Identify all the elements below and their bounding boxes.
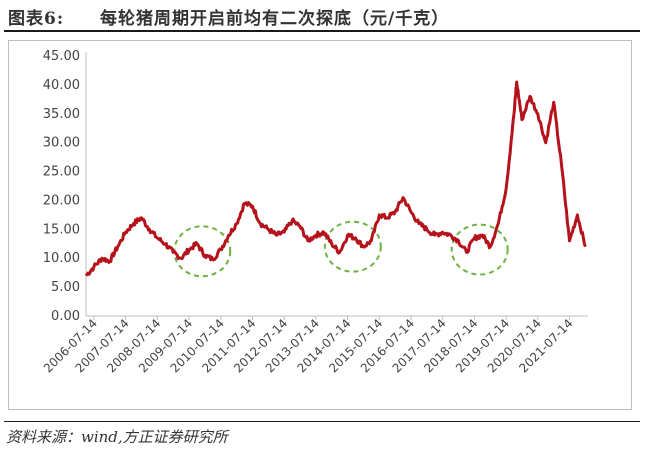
header-rule	[4, 30, 640, 32]
y-tick-label: 5.00	[51, 280, 80, 295]
y-tick-label: 45.00	[43, 49, 80, 64]
figure-title: 每轮猪周期开启前均有二次探底（元/千克）	[100, 9, 450, 29]
highlight-circle	[450, 223, 509, 276]
source-note: 资料来源：wind,方正证券研究所	[6, 428, 228, 446]
figure-header: 图表6: 每轮猪周期开启前均有二次探底（元/千克）	[0, 0, 640, 32]
figure-label: 图表6:	[8, 9, 65, 29]
y-tick-label: 25.00	[43, 165, 80, 180]
chart-frame	[8, 40, 632, 410]
y-axis: 0.00 5.00 10.00 15.00 20.00 25.00 30.00 35.00 40…	[43, 49, 87, 324]
highlight-circle	[323, 220, 382, 273]
y-tick-label: 10.00	[43, 251, 80, 266]
y-tick-label: 0.00	[51, 309, 80, 324]
y-tick-label: 40.00	[43, 78, 80, 93]
y-tick-label: 20.00	[43, 193, 80, 208]
y-tick-label: 35.00	[43, 107, 80, 122]
y-tick-label: 15.00	[43, 222, 80, 237]
y-tick-label: 30.00	[43, 136, 80, 151]
series-group	[84, 80, 587, 277]
footer-rule	[4, 421, 640, 422]
x-axis: 2006-07-142007-07-142008-07-142009-07-14…	[41, 315, 588, 375]
series-line	[84, 80, 587, 277]
